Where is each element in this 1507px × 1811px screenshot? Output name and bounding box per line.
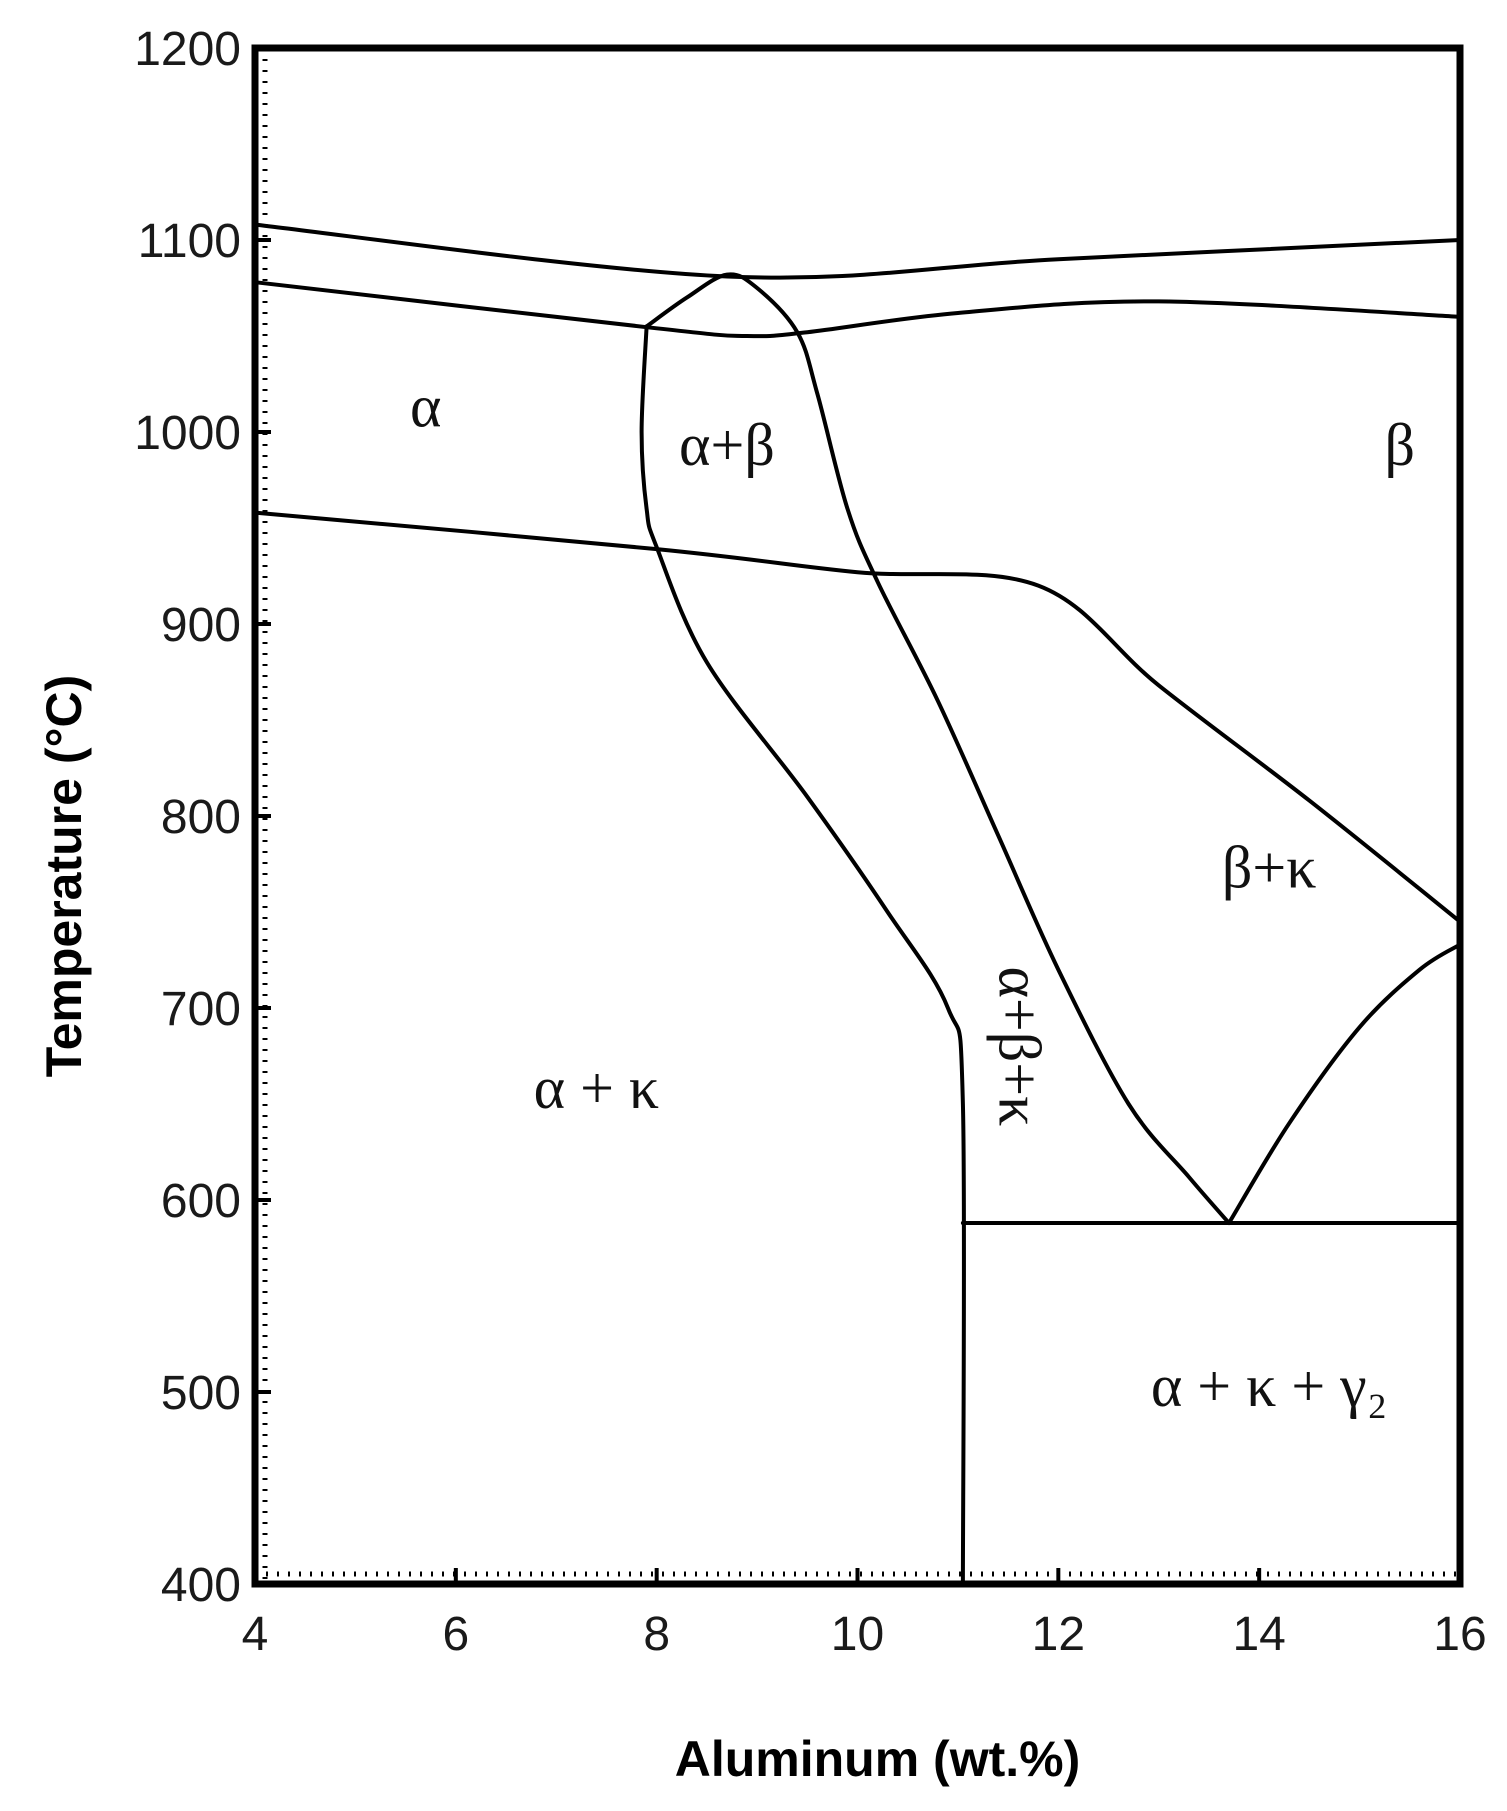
x-tick-label: 8 [643,1608,670,1661]
boundary-beta-loop [644,272,1231,1225]
x-axis-title: Aluminum (wt.%) [675,1731,1081,1787]
phase-label: α+β+κ [986,966,1052,1126]
boundary-alpha-boundary [639,324,967,1586]
boundary-liquidus [253,222,1462,280]
y-tick-label: 700 [161,983,241,1036]
phase-label: α + κ + γ₂ [1151,1353,1388,1419]
y-axis-title: Temperature (°C) [36,675,92,1077]
y-tick-label: 900 [161,599,241,652]
x-tick-label: 4 [242,1608,269,1661]
y-tick-label: 500 [161,1367,241,1420]
y-tick-label: 1000 [134,407,241,460]
y-tick-label: 800 [161,791,241,844]
boundary-solidus [253,280,1462,339]
phase-labels: α α+β β β+κ α+β+κ α + κ α + κ + γ₂ [410,374,1415,1419]
phase-label: β+κ [1222,834,1317,900]
y-tick-label: 400 [161,1559,241,1612]
boundary-kappa-solvus [253,510,1462,924]
phase-boundaries [253,222,1462,1586]
boundary-gamma2-solvus [1227,942,1462,1225]
y-tick-label: 1200 [134,23,241,76]
y-tick-labels: 400 500 600 700 800 900 1000 1100 1200 [134,23,241,1612]
x-tick-labels: 4 6 8 10 12 14 16 [242,1608,1487,1661]
x-tick-label: 16 [1433,1608,1486,1661]
y-tick-label: 600 [161,1175,241,1228]
x-tick-label: 6 [442,1608,469,1661]
phase-label: α + κ [534,1055,660,1121]
x-tick-label: 12 [1032,1608,1085,1661]
x-tick-label: 10 [831,1608,884,1661]
phase-label: β [1384,412,1415,478]
phase-label: α+β [679,412,775,478]
plot-frame [251,44,1464,1588]
x-tick-label: 14 [1232,1608,1285,1661]
y-tick-label: 1100 [138,215,241,268]
phase-label: α [410,374,441,440]
